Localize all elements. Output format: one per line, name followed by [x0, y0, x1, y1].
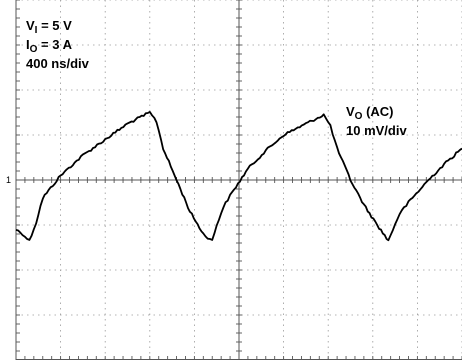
vo-symbol: V [346, 104, 355, 119]
trace-label-annotation: VO (AC) [346, 104, 394, 122]
io-symbol: I [26, 37, 30, 52]
vo-suffix: (AC) [362, 104, 394, 119]
timebase-annotation: 400 ns/div [26, 56, 89, 72]
vi-subscript: I [34, 25, 38, 36]
vo-subscript: O [354, 111, 363, 122]
vi-symbol: V [26, 18, 35, 33]
output-current-annotation: IO = 3 A [26, 37, 72, 55]
io-subscript: O [29, 44, 38, 55]
trace-scale-annotation: 10 mV/div [346, 123, 407, 139]
series-vo-ac-trace [15, 111, 462, 242]
input-voltage-annotation: VI = 5 V [26, 18, 72, 36]
vi-value: = 5 V [37, 18, 72, 33]
trace-scale-label: 10 mV/div [346, 123, 407, 138]
ground-reference-marker: 1 [6, 175, 11, 185]
axis-tick-marks [15, 0, 462, 360]
timebase-label: 400 ns/div [26, 56, 89, 71]
io-value: = 3 A [37, 37, 72, 52]
